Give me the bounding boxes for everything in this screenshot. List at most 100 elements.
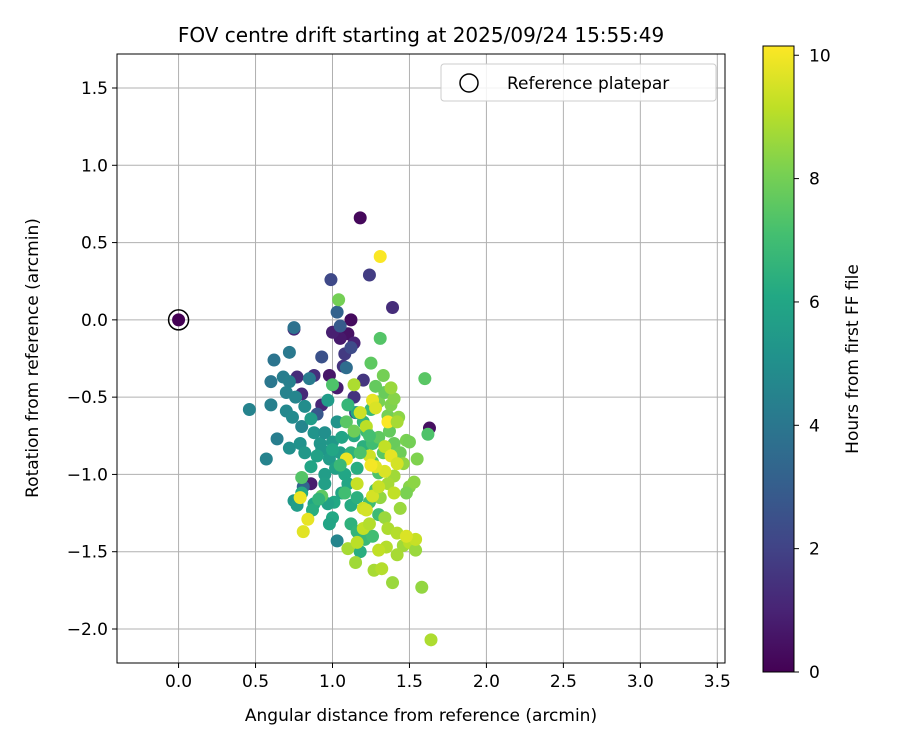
data-point [341,398,355,412]
data-point [335,430,349,444]
data-point [350,461,364,475]
data-point [387,392,401,406]
data-point [424,633,438,647]
data-point [344,341,358,355]
x-tick-label: 2.0 [473,672,500,692]
data-point [387,486,401,500]
data-point [289,390,303,404]
data-point [350,535,364,549]
reference-ring [167,309,190,331]
data-point [399,529,413,543]
data-point [302,372,316,386]
data-point [315,350,329,364]
data-point [304,460,318,474]
data-point [378,440,392,454]
colorbar-label: Hours from first FF file [843,264,863,454]
x-tick-label: 3.5 [704,672,731,692]
data-point [287,321,301,335]
data-point [339,415,353,429]
data-point [376,369,390,383]
data-point [318,467,332,481]
data-point [364,458,378,472]
data-point [333,319,347,333]
data-point [421,427,435,441]
data-point [362,268,376,282]
data-point [312,492,326,506]
y-axis-ticks: 1.5 1.0 0.5 0.0 −0.5 −1.0 −1.5 −2.0 [67,79,117,640]
data-point [409,543,423,557]
data-point [330,534,344,548]
data-point [332,293,346,307]
data-point [325,378,339,392]
data-points [242,211,438,647]
data-point [384,381,398,395]
data-point [298,446,312,460]
y-tick-label: −0.5 [67,388,108,408]
data-point [350,491,364,505]
data-point [264,398,278,412]
data-point [353,211,367,225]
data-point [373,249,387,263]
data-point [386,576,400,590]
data-point [242,403,256,417]
data-point [341,542,355,556]
colorbar: 0 2 4 6 8 10 Hours from first FF file [762,45,863,683]
data-point [418,372,432,386]
data-point [282,345,296,359]
data-point [349,556,363,570]
data-point [322,517,336,531]
data-point [338,486,352,500]
data-point [381,415,395,429]
data-point [366,529,380,543]
data-point [373,331,387,345]
plot-area-frame [116,53,726,664]
x-tick-label: 1.5 [396,672,423,692]
data-point [267,353,281,367]
data-point [410,452,424,466]
data-point [390,415,404,429]
data-point [399,486,413,500]
x-tick-label: 0.5 [242,672,269,692]
data-point [333,458,347,472]
data-point [378,511,392,525]
colorbar-tick-label: 4 [809,416,820,436]
data-point [366,489,380,503]
data-point [282,375,296,389]
data-point [415,580,429,594]
y-tick-label: 1.0 [81,156,108,176]
data-point [325,443,339,457]
data-point [390,457,404,471]
data-point [364,356,378,370]
chart-title: FOV centre drift starting at 2025/09/24 … [178,23,664,47]
data-point [347,424,361,438]
data-point [344,313,358,327]
y-tick-label: 0.5 [81,234,108,254]
data-point [296,525,310,539]
grid-lines [117,54,725,663]
data-point [362,517,376,531]
y-tick-label: 1.5 [81,79,108,99]
data-point [375,562,389,576]
colorbar-tick-label: 8 [809,170,820,190]
data-point [295,471,309,485]
x-tick-label: 1.0 [319,672,346,692]
data-point [321,393,335,407]
data-point [318,477,332,491]
data-point [359,503,373,517]
data-point [369,401,383,415]
x-axis-label: Angular distance from reference (arcmin) [245,706,597,726]
colorbar-tick-label: 2 [809,540,820,560]
colorbar-gradient [762,45,795,673]
reference-marker [167,309,190,331]
data-point [353,406,367,420]
colorbar-tick-label: 0 [809,663,820,683]
colorbar-tick-label: 6 [809,293,820,313]
legend-reference-icon [459,73,479,93]
data-point [324,273,338,287]
x-axis-ticks: 0.0 0.5 1.0 1.5 2.0 2.5 3.0 3.5 [165,663,731,692]
data-point [369,379,383,393]
legend-box [440,63,717,102]
x-tick-label: 2.5 [550,672,577,692]
data-point [307,426,321,440]
y-tick-label: −1.5 [67,543,108,563]
